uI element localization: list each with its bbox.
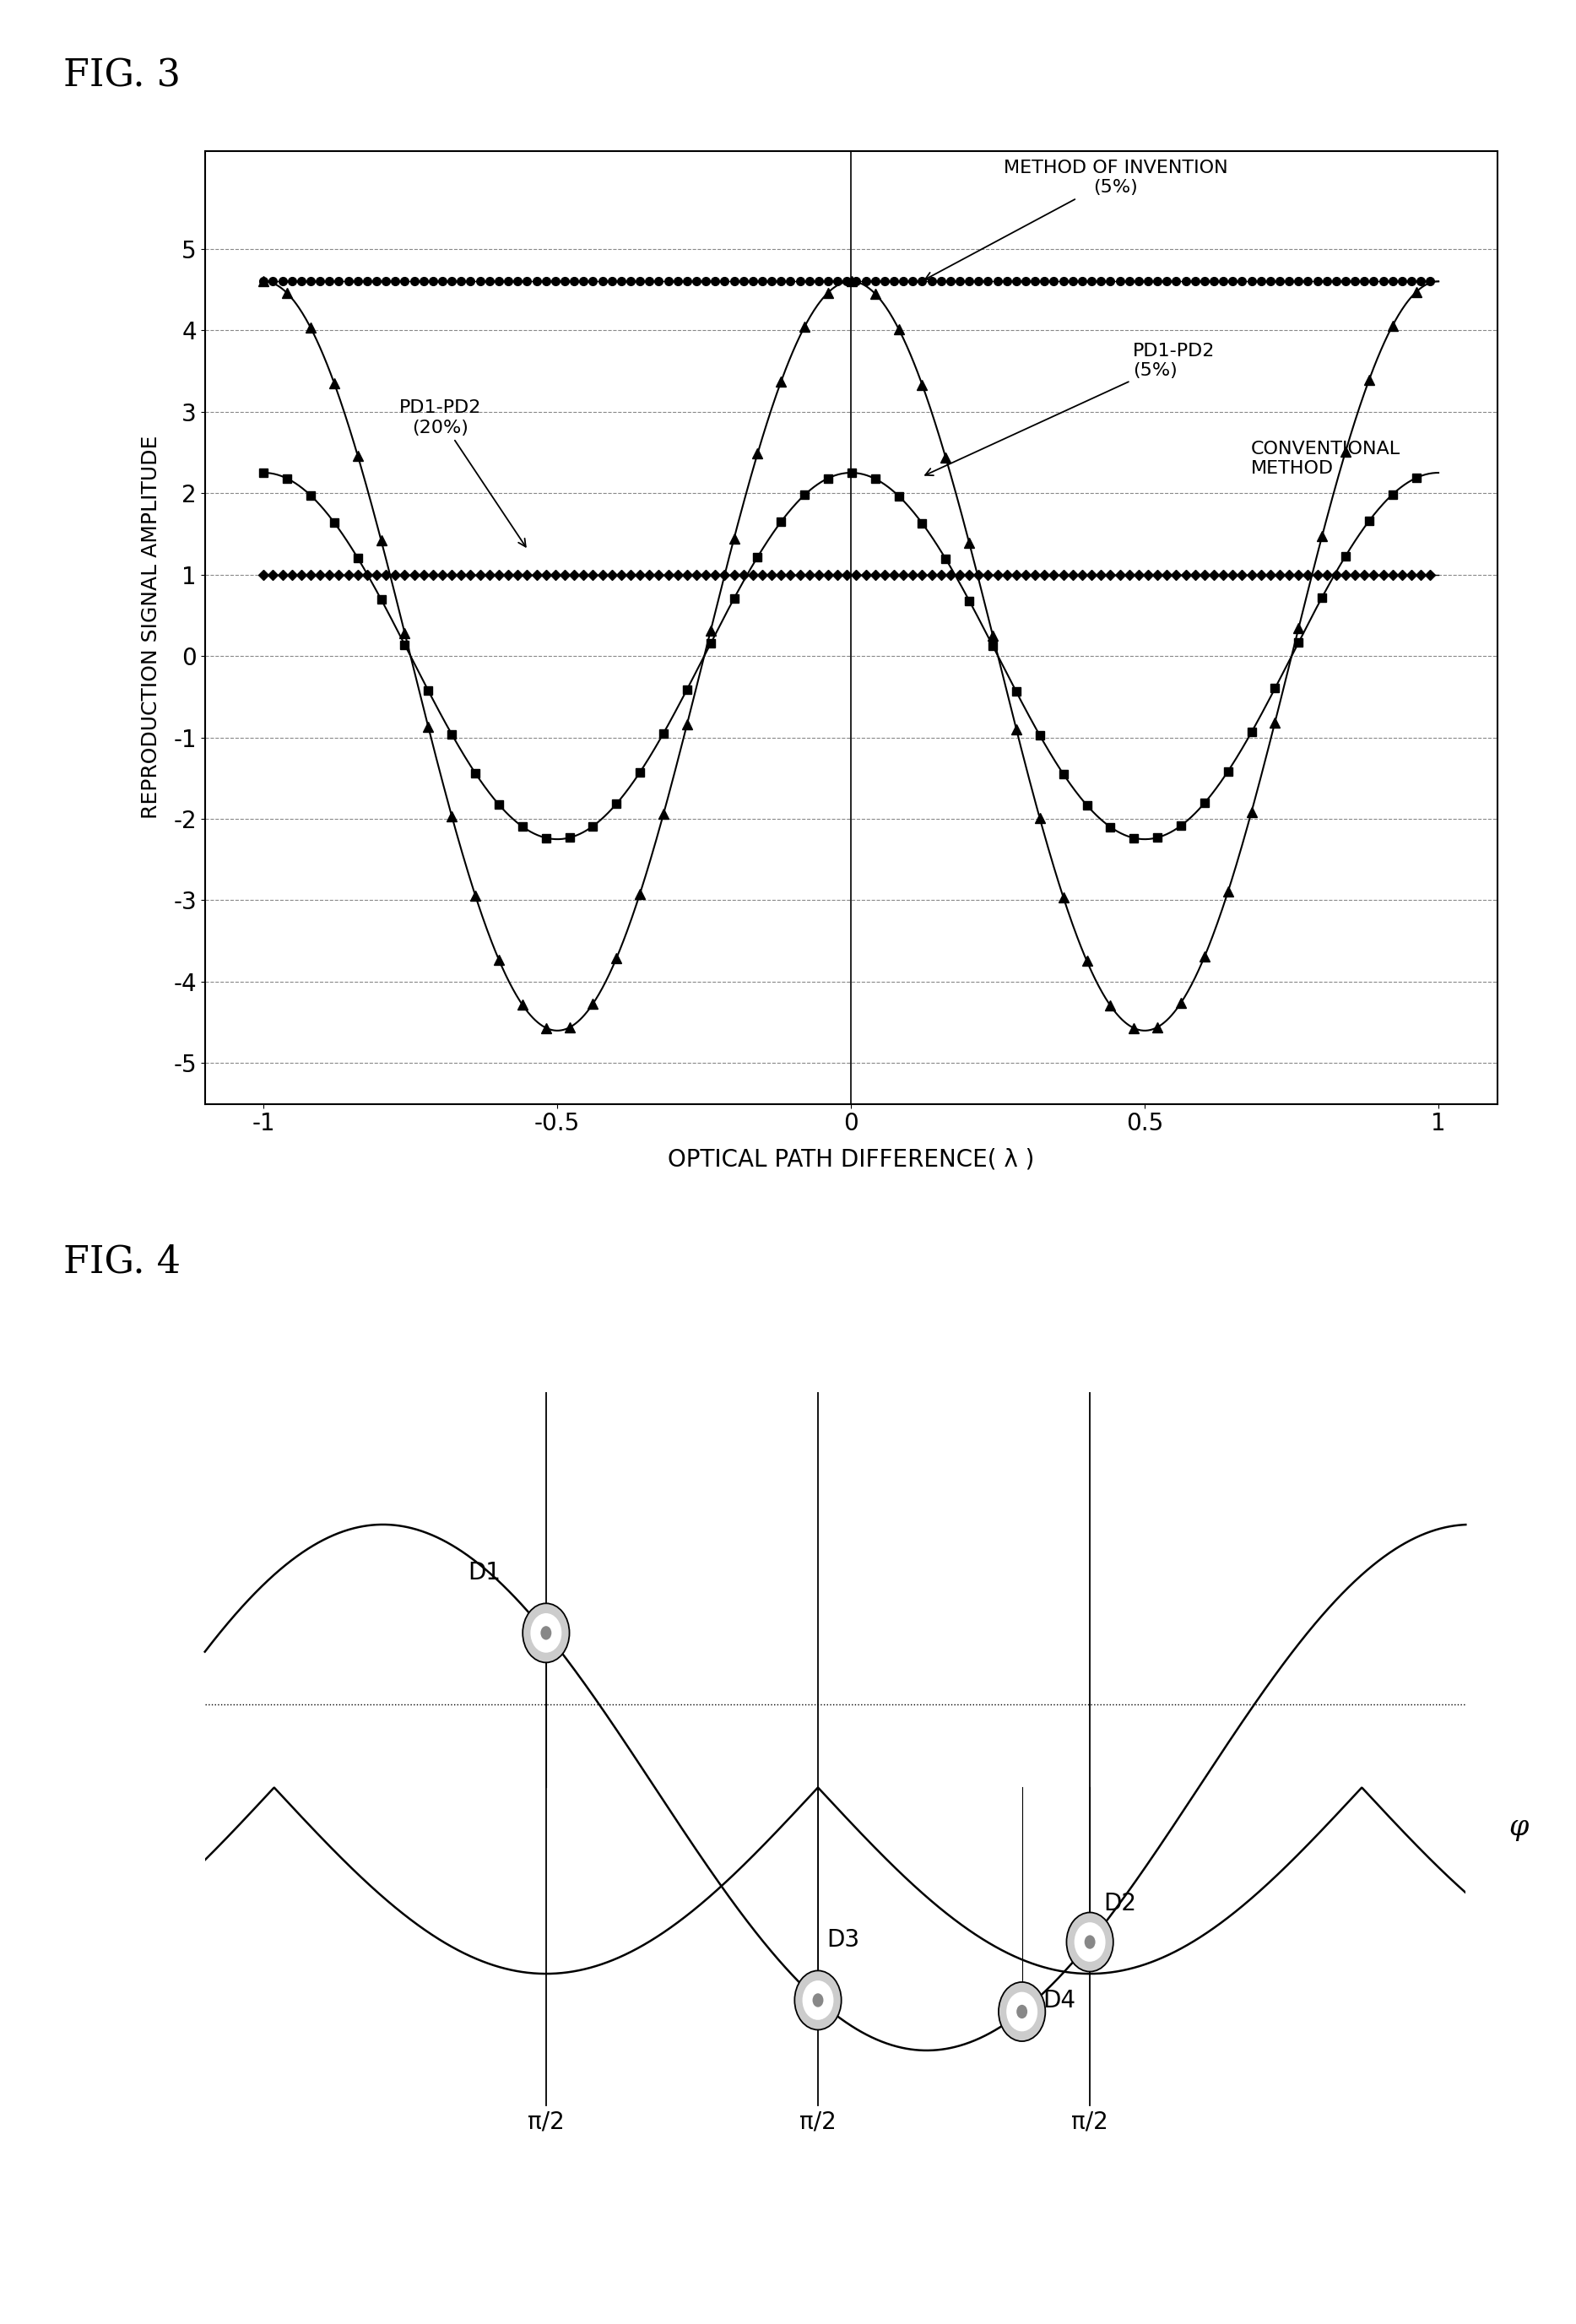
Text: FIG. 4: FIG. 4 xyxy=(63,1243,180,1281)
Text: D1: D1 xyxy=(468,1562,501,1585)
Text: D4: D4 xyxy=(1043,1989,1076,2013)
Text: φ: φ xyxy=(1508,1813,1529,1841)
Circle shape xyxy=(999,1982,1045,2040)
Text: D2: D2 xyxy=(1103,1892,1136,1915)
Circle shape xyxy=(531,1613,561,1652)
Text: PD1-PD2
(20%): PD1-PD2 (20%) xyxy=(399,400,526,546)
Text: π/2: π/2 xyxy=(1072,2110,1108,2133)
Circle shape xyxy=(1067,1913,1113,1971)
Text: CONVENTIONAL
METHOD: CONVENTIONAL METHOD xyxy=(1250,439,1399,476)
Circle shape xyxy=(541,1627,552,1641)
Circle shape xyxy=(1007,1992,1037,2031)
Circle shape xyxy=(523,1604,569,1662)
Text: π/2: π/2 xyxy=(799,2110,837,2133)
X-axis label: OPTICAL PATH DIFFERENCE( λ ): OPTICAL PATH DIFFERENCE( λ ) xyxy=(668,1148,1034,1171)
Text: π/2: π/2 xyxy=(528,2110,564,2133)
Text: D3: D3 xyxy=(827,1929,859,1952)
Text: FIG. 3: FIG. 3 xyxy=(63,58,180,95)
Circle shape xyxy=(1017,2006,1028,2020)
Circle shape xyxy=(802,1980,834,2020)
Circle shape xyxy=(1084,1936,1095,1950)
Circle shape xyxy=(1075,1922,1105,1961)
Text: PD1-PD2
(5%): PD1-PD2 (5%) xyxy=(925,342,1215,476)
Y-axis label: REPRODUCTION SIGNAL AMPLITUDE: REPRODUCTION SIGNAL AMPLITUDE xyxy=(142,435,161,820)
Text: METHOD OF INVENTION
(5%): METHOD OF INVENTION (5%) xyxy=(925,160,1228,279)
Circle shape xyxy=(813,1994,823,2008)
Circle shape xyxy=(794,1971,842,2029)
